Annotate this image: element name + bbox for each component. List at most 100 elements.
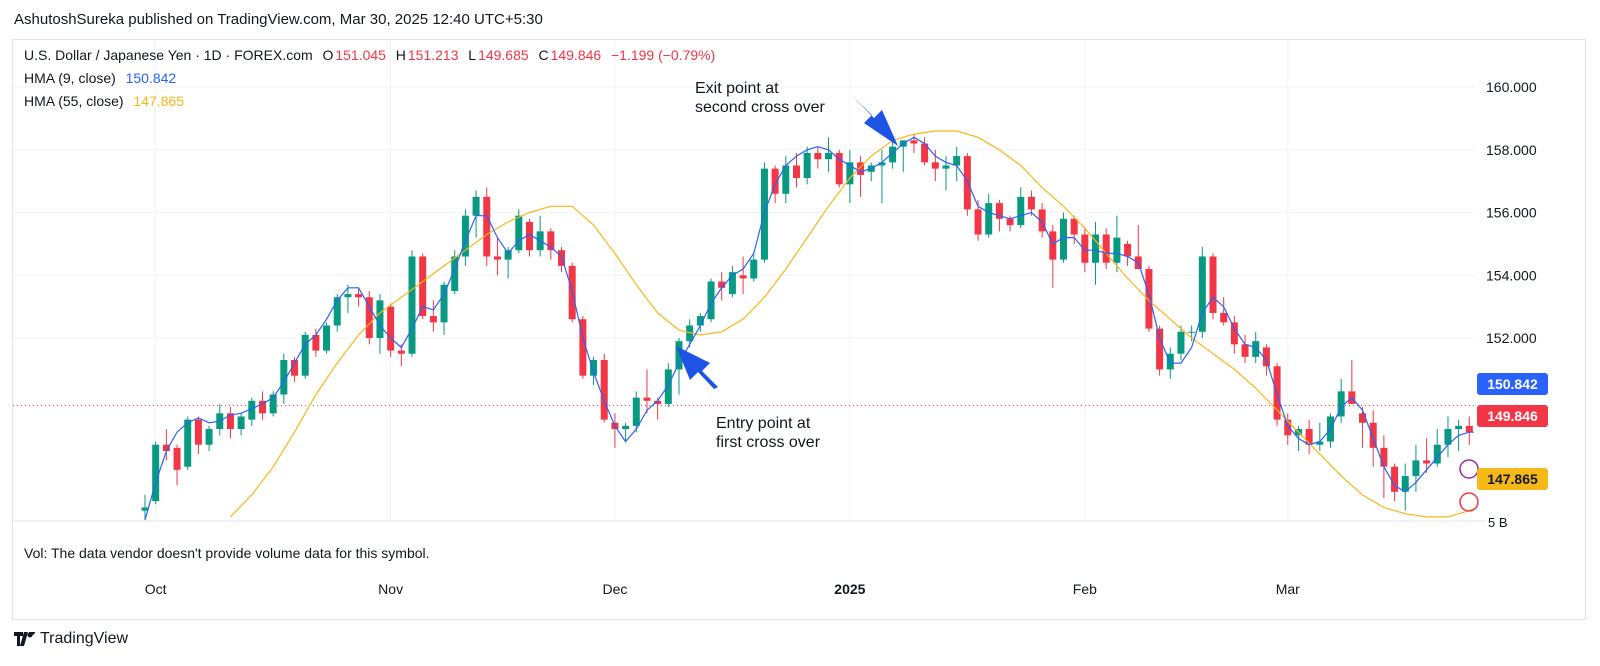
hma9-legend[interactable]: HMA (9, close) 150.842 [24, 70, 178, 86]
x-tick-label: 2025 [834, 581, 865, 597]
entry-annotation: Entry point at first cross over [716, 415, 821, 451]
candle-body [750, 259, 758, 279]
candle-body [728, 272, 736, 295]
hma55-price-tag: 147.865 [1477, 468, 1548, 490]
candle-body [1477, 435, 1484, 441]
candle-body [162, 444, 170, 451]
candle-body [1262, 347, 1270, 367]
candle-body [493, 256, 501, 260]
candle-body [376, 300, 384, 339]
candle-body [1465, 425, 1473, 433]
candle-body [825, 152, 833, 160]
candle-body [910, 140, 918, 144]
x-tick-label: Oct [145, 581, 167, 597]
hma9-value: 150.842 [125, 70, 177, 86]
candle-body [889, 146, 897, 163]
low-label: L [468, 47, 477, 63]
candle-body [1316, 441, 1324, 445]
candle-body [974, 209, 982, 235]
candle-body [963, 156, 971, 210]
tradingview-logo-icon [14, 632, 35, 646]
candle-body [355, 294, 363, 298]
candle-body [985, 203, 993, 235]
y-tick-label: 156.000 [1486, 205, 1537, 221]
candle-body [803, 152, 811, 179]
symbol-legend: U.S. Dollar / Japanese Yen · 1D · FOREX.… [24, 47, 717, 63]
candle-body [718, 281, 726, 288]
hma55-label: HMA (55, close) [24, 93, 124, 109]
candle-body [1198, 256, 1206, 332]
open-value: 151.045 [335, 47, 386, 63]
candle-body [226, 413, 234, 430]
candle-body [525, 221, 533, 251]
entry-arrow-icon [676, 346, 718, 389]
candle-body [280, 360, 288, 395]
candle-body [921, 143, 929, 163]
x-tick-label: Dec [602, 581, 627, 597]
candle-body [792, 165, 800, 179]
candle-body [1369, 422, 1377, 448]
candle-body [835, 152, 843, 185]
candle-body [1391, 466, 1399, 492]
candle-body [1177, 331, 1185, 354]
candle-body [622, 425, 630, 430]
x-tick-label: Mar [1276, 581, 1300, 597]
candle-body [931, 162, 939, 169]
candle-body [846, 162, 854, 185]
candle-body [301, 334, 309, 376]
candle-body [632, 397, 640, 426]
candle-body [995, 203, 1003, 219]
x-tick-label: Feb [1073, 581, 1097, 597]
hma55-legend[interactable]: HMA (55, close) 147.865 [24, 93, 186, 109]
candle-body [248, 400, 256, 420]
candle-body [461, 215, 469, 257]
hma9-line [144, 136, 1474, 520]
candle-body [1188, 331, 1196, 333]
open-label: O [322, 47, 334, 63]
plot-area [13, 40, 1484, 520]
candle-body [1444, 429, 1452, 445]
candle-body [579, 319, 587, 376]
high-value: 151.213 [407, 47, 459, 63]
y-tick-label: 158.000 [1486, 142, 1537, 158]
candle-body [1092, 234, 1100, 263]
axis-bottom-label: 5 B [1488, 515, 1508, 530]
candle-body [483, 196, 491, 257]
candle-body [1433, 444, 1441, 464]
exit-arrow-icon [852, 96, 898, 146]
candle-body [1220, 312, 1228, 323]
candle-body [1027, 196, 1035, 210]
hma9-price-tag: 150.842 [1477, 373, 1548, 395]
chart-frame [12, 39, 1586, 620]
candle-body [291, 360, 299, 376]
candle-body [707, 281, 715, 320]
calendar-icon [1459, 492, 1479, 512]
tradingview-logo[interactable]: TradingView [14, 630, 128, 648]
candle-body [654, 400, 662, 404]
candle-body [515, 215, 523, 251]
candle-body [1423, 460, 1431, 464]
candle-body [1359, 413, 1367, 423]
candle-body [397, 350, 405, 354]
hma55-value: 147.865 [133, 93, 184, 109]
volume-note: Vol: The data vendor doesn't provide vol… [24, 545, 430, 561]
candle-body [1412, 460, 1420, 477]
candle-body [333, 297, 341, 326]
candle-body [1081, 234, 1089, 263]
candle-body [387, 306, 395, 351]
candle-body [258, 400, 266, 414]
candle-body [323, 325, 331, 351]
close-label: C [538, 47, 549, 63]
candle-body [205, 429, 213, 445]
candle-body [782, 165, 790, 194]
candle-body [1401, 476, 1409, 492]
candle-body [1006, 218, 1014, 226]
alert-icon [1459, 459, 1479, 479]
candle-body [739, 275, 747, 279]
candle-body [686, 325, 694, 342]
candle-body [942, 165, 950, 169]
y-tick-label: 160.000 [1486, 79, 1537, 95]
high-label: H [395, 47, 406, 63]
candle-body [237, 416, 245, 430]
